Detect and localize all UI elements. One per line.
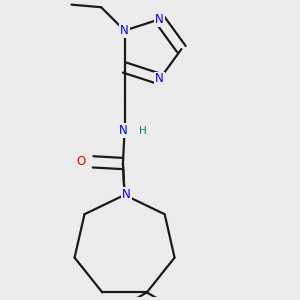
Text: N: N: [155, 73, 164, 85]
Text: O: O: [76, 155, 85, 168]
Text: N: N: [120, 24, 129, 37]
Text: H: H: [140, 126, 147, 136]
Text: N: N: [155, 13, 164, 26]
Text: N: N: [118, 124, 127, 137]
Text: N: N: [122, 188, 130, 201]
